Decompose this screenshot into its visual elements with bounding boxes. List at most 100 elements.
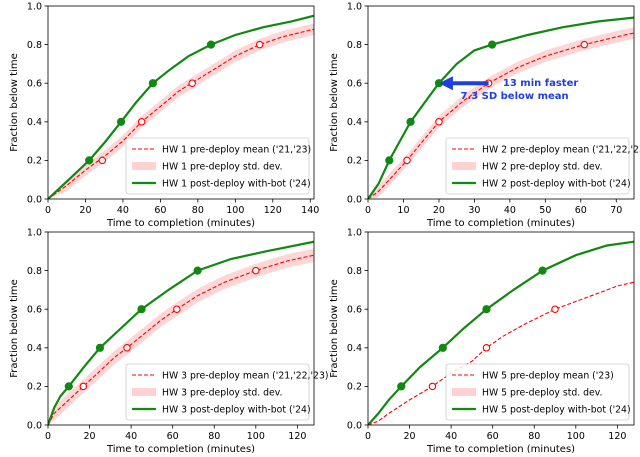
post-deploy-marker — [148, 79, 158, 88]
post-deploy-marker — [482, 305, 491, 314]
legend-swatch-band — [132, 388, 156, 396]
legend-label: HW 5 post-deploy with-bot ('24) — [482, 404, 631, 415]
post-deploy-line — [368, 240, 634, 425]
legend: HW 3 pre-deploy mean ('21,'22,'23) HW 3 p… — [125, 363, 329, 421]
y-tick-label: 0.6 — [27, 305, 42, 316]
legend-box — [125, 363, 310, 421]
x-tick-label: 60 — [487, 431, 499, 442]
pre-deploy-mean-line — [48, 254, 314, 425]
subplot-4: 0 20 40 60 80 100 120 0.0 0.2 0.4 0.6 0.8 1.0 Time to… — [329, 227, 635, 455]
x-tick-label: 20 — [84, 431, 96, 442]
subplot-2: 0 10 20 30 40 50 60 70 0.0 0.2 0.4 0.6 0.8 1.0 Time to… — [329, 1, 640, 229]
legend-label: HW 2 post-deploy with-bot ('24) — [482, 178, 631, 189]
y-tick-label: 0.8 — [27, 40, 42, 51]
x-tick-label: 0 — [365, 431, 371, 442]
pre-deploy-marker — [252, 266, 260, 275]
std-dev-band — [48, 23, 314, 199]
axes-frame — [47, 231, 315, 426]
x-tick-label: 40 — [445, 431, 457, 442]
x-tick-label: 0 — [45, 431, 51, 442]
pre-deploy-marker — [137, 118, 146, 126]
y-tick-label: 0.4 — [27, 117, 42, 128]
x-tick-label: 100 — [247, 431, 265, 442]
y-tick-label: 0.8 — [347, 266, 362, 277]
post-deploy-marker — [193, 266, 202, 275]
legend-swatch-band — [452, 388, 476, 396]
x-axis-label: Time to completion (minutes) — [106, 444, 255, 453]
x-tick-label: 140 — [301, 205, 319, 216]
pre-deploy-mean-line — [48, 28, 314, 199]
post-deploy-marker — [64, 382, 73, 391]
legend-label: HW 3 pre-deploy mean ('21,'22,'23) — [162, 370, 329, 381]
x-tick-label: 60 — [167, 431, 179, 442]
post-deploy-marker — [137, 305, 146, 314]
subplot-3: 0 20 40 60 80 100 120 0.0 0.2 0.4 0.6 0.8 1.0 Time to… — [9, 227, 329, 455]
x-axis-label: Time to completion (minutes) — [426, 444, 575, 453]
x-axis-label: Time to completion (minutes) — [106, 218, 255, 229]
post-deploy-marker — [438, 343, 447, 352]
plot-area — [48, 14, 314, 199]
y-tick-label: 0.6 — [347, 79, 362, 90]
std-dev-band — [48, 248, 314, 425]
legend-label: HW 1 pre-deploy std. dev. — [162, 161, 283, 172]
post-deploy-marker — [385, 156, 394, 165]
annotation-arrow-head — [438, 76, 453, 91]
annotation-line-2: 7.3 SD below mean — [460, 91, 568, 102]
x-tick-label: 70 — [610, 205, 622, 216]
x-tick-label: 20 — [404, 431, 416, 442]
y-tick-label: 0.2 — [347, 382, 362, 393]
x-tick-label: 10 — [397, 205, 409, 216]
pre-deploy-marker — [173, 305, 181, 313]
x-tick-label: 120 — [264, 205, 282, 216]
y-tick-label: 0.0 — [347, 420, 362, 431]
legend: HW 5 pre-deploy mean ('23) HW 5 pre-deplo… — [445, 363, 631, 421]
legend-swatch-band — [452, 162, 476, 170]
legend: HW 2 pre-deploy mean ('21,'22,'23) HW 2 p… — [445, 137, 640, 195]
pre-deploy-marker — [435, 118, 443, 126]
x-tick-label: 100 — [226, 205, 244, 216]
y-tick-label: 0.6 — [27, 79, 42, 90]
y-tick-label: 0.2 — [27, 156, 42, 167]
y-tick-label: 0.0 — [347, 194, 362, 205]
annotation-line-1: 13 min faster — [503, 78, 578, 89]
x-tick-label: 120 — [288, 431, 306, 442]
x-tick-label: 40 — [117, 205, 129, 216]
x-tick-label: 80 — [192, 205, 204, 216]
y-tick-label: 0.0 — [27, 420, 42, 431]
post-deploy-marker — [85, 156, 94, 165]
y-axis-label: Fraction below time — [329, 53, 340, 151]
y-axis-label: Fraction below time — [9, 53, 20, 151]
legend-label: HW 5 pre-deploy mean ('23) — [482, 370, 614, 381]
std-dev-band — [368, 27, 634, 199]
y-tick-label: 0.8 — [347, 40, 362, 51]
axes-frame — [367, 5, 635, 200]
plot-area — [368, 240, 634, 425]
x-tick-label: 100 — [567, 431, 585, 442]
pre-deploy-marker — [580, 40, 589, 49]
axes-frame — [367, 231, 635, 426]
pre-deploy-marker — [403, 156, 411, 165]
y-axis-label: Fraction below time — [329, 279, 340, 377]
legend-label: HW 5 pre-deploy std. dev. — [482, 387, 603, 398]
pre-deploy-marker — [255, 40, 264, 49]
x-tick-label: 80 — [528, 431, 540, 442]
pre-deploy-marker — [188, 79, 196, 87]
legend-box — [125, 137, 310, 195]
y-tick-label: 1.0 — [347, 227, 362, 238]
legend-label: HW 2 pre-deploy mean ('21,'22,'23) — [482, 144, 640, 155]
x-tick-label: 20 — [79, 205, 91, 216]
legend-box — [445, 137, 630, 195]
y-tick-label: 0.4 — [347, 117, 362, 128]
legend-box — [445, 363, 630, 421]
y-tick-label: 1.0 — [27, 1, 42, 12]
plot-area — [368, 16, 634, 199]
post-deploy-line — [48, 240, 314, 425]
y-tick-label: 0.4 — [347, 343, 362, 354]
pre-deploy-marker — [123, 344, 131, 352]
x-tick-label: 30 — [468, 205, 480, 216]
pre-deploy-marker — [428, 382, 437, 391]
x-tick-label: 40 — [504, 205, 516, 216]
y-tick-label: 0.2 — [27, 382, 42, 393]
